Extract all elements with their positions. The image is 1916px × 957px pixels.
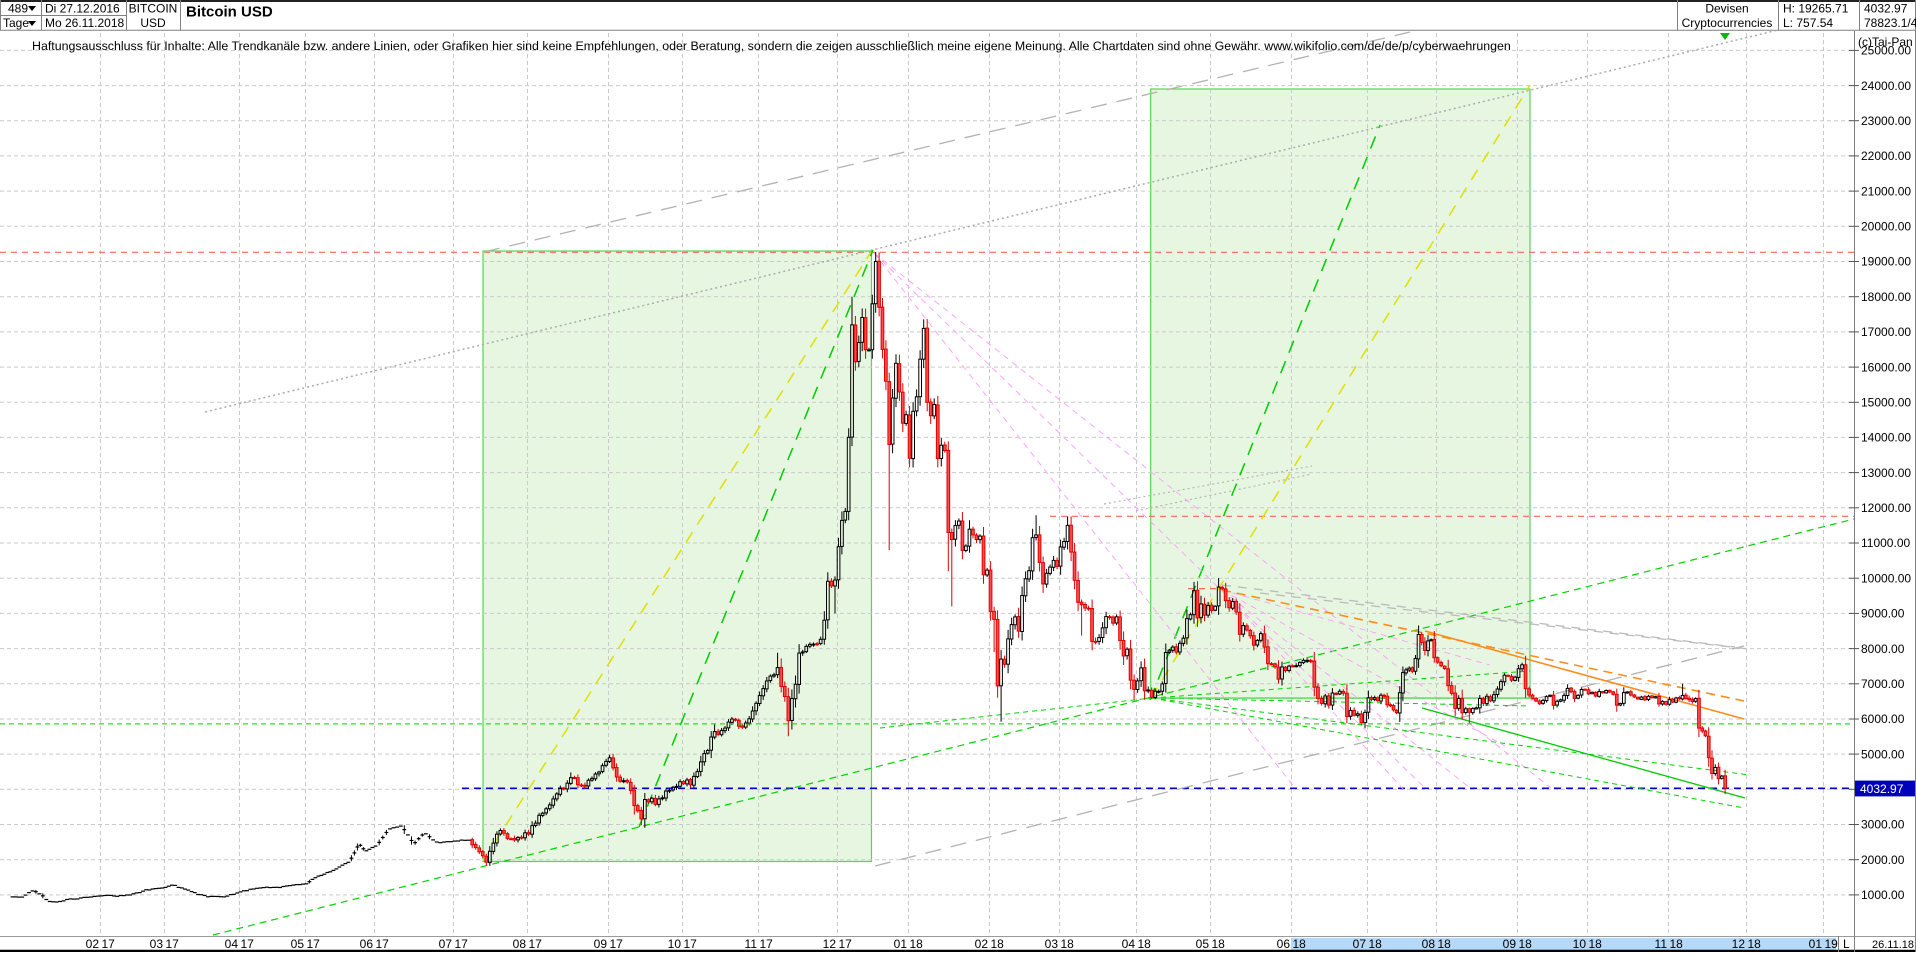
svg-text:6000.00: 6000.00 [1861, 712, 1905, 726]
svg-text:16000.00: 16000.00 [1861, 360, 1911, 374]
svg-text:06: 06 [1277, 937, 1291, 951]
svg-text:06: 06 [360, 937, 374, 951]
svg-text:5000.00: 5000.00 [1861, 747, 1905, 761]
svg-text:09: 09 [594, 937, 608, 951]
svg-text:(c)Tai-Pan: (c)Tai-Pan [1858, 35, 1913, 49]
svg-text:L: 757.54: L: 757.54 [1783, 16, 1833, 30]
svg-text:Devisen: Devisen [1705, 2, 1748, 16]
svg-text:19000.00: 19000.00 [1861, 255, 1911, 269]
svg-text:18: 18 [1519, 937, 1533, 951]
svg-text:8000.00: 8000.00 [1861, 642, 1905, 656]
svg-text:Di 27.12.2016: Di 27.12.2016 [45, 2, 120, 16]
svg-text:21000.00: 21000.00 [1861, 184, 1911, 198]
svg-text:7000.00: 7000.00 [1861, 677, 1905, 691]
svg-text:22000.00: 22000.00 [1861, 149, 1911, 163]
svg-text:10: 10 [668, 937, 682, 951]
svg-text:10: 10 [1573, 937, 1587, 951]
svg-text:23000.00: 23000.00 [1861, 114, 1911, 128]
svg-text:11: 11 [1655, 937, 1668, 951]
svg-text:BITCOIN: BITCOIN [129, 2, 178, 16]
svg-text:05: 05 [291, 937, 305, 951]
svg-text:9000.00: 9000.00 [1861, 607, 1905, 621]
svg-text:08: 08 [513, 937, 527, 951]
svg-text:03: 03 [150, 937, 164, 951]
svg-text:14000.00: 14000.00 [1861, 431, 1911, 445]
svg-text:13000.00: 13000.00 [1861, 466, 1911, 480]
svg-text:78823.1/4: 78823.1/4 [1864, 16, 1916, 30]
svg-text:3000.00: 3000.00 [1861, 818, 1905, 832]
svg-text:05: 05 [1196, 937, 1210, 951]
svg-text:4032.97: 4032.97 [1864, 2, 1908, 16]
svg-text:18: 18 [1061, 937, 1075, 951]
svg-text:18: 18 [1438, 937, 1452, 951]
svg-text:18: 18 [1369, 937, 1383, 951]
svg-text:Tage: Tage [3, 16, 29, 30]
svg-text:17: 17 [241, 937, 255, 951]
svg-text:17: 17 [376, 937, 390, 951]
svg-text:19: 19 [1825, 937, 1839, 951]
svg-text:18: 18 [1670, 937, 1684, 951]
svg-text:02: 02 [975, 937, 989, 951]
svg-text:04: 04 [225, 937, 239, 951]
svg-text:08: 08 [1422, 937, 1436, 951]
svg-text:15000.00: 15000.00 [1861, 396, 1911, 410]
svg-text:01: 01 [894, 937, 908, 951]
svg-text:4032.97: 4032.97 [1860, 782, 1904, 796]
svg-text:17: 17 [102, 937, 116, 951]
svg-text:17000.00: 17000.00 [1861, 325, 1911, 339]
svg-text:18: 18 [1589, 937, 1603, 951]
svg-text:02: 02 [86, 937, 100, 951]
svg-text:12000.00: 12000.00 [1861, 501, 1911, 515]
svg-text:01: 01 [1809, 937, 1823, 951]
svg-text:12: 12 [823, 937, 837, 951]
svg-text:18000.00: 18000.00 [1861, 290, 1911, 304]
svg-text:Mo 26.11.2018: Mo 26.11.2018 [45, 16, 124, 30]
svg-text:24000.00: 24000.00 [1861, 79, 1911, 93]
svg-text:Bitcoin USD: Bitcoin USD [186, 4, 273, 21]
svg-text:489: 489 [8, 2, 28, 16]
svg-text:11: 11 [745, 937, 758, 951]
svg-text:17: 17 [307, 937, 321, 951]
svg-text:17: 17 [529, 937, 543, 951]
svg-text:H: 19265.71: H: 19265.71 [1783, 2, 1849, 16]
svg-text:18: 18 [991, 937, 1005, 951]
svg-text:USD: USD [140, 16, 166, 30]
svg-text:17: 17 [455, 937, 469, 951]
svg-text:Cryptocurrencies: Cryptocurrencies [1682, 16, 1773, 30]
svg-text:07: 07 [439, 937, 453, 951]
svg-text:25000.00: 25000.00 [1861, 44, 1911, 58]
svg-text:Haftungsausschluss für Inhalte: Haftungsausschluss für Inhalte: Alle Tre… [32, 39, 1511, 53]
svg-text:11000.00: 11000.00 [1861, 536, 1910, 550]
svg-text:07: 07 [1353, 937, 1367, 951]
svg-text:18: 18 [1748, 937, 1762, 951]
svg-text:L: L [1843, 937, 1850, 951]
svg-text:18: 18 [1293, 937, 1307, 951]
svg-text:03: 03 [1045, 937, 1059, 951]
svg-text:2000.00: 2000.00 [1861, 853, 1905, 867]
svg-text:18: 18 [910, 937, 924, 951]
svg-text:12: 12 [1732, 937, 1746, 951]
svg-text:17: 17 [684, 937, 698, 951]
svg-text:20000.00: 20000.00 [1861, 220, 1911, 234]
svg-text:18: 18 [1212, 937, 1226, 951]
svg-text:1000.00: 1000.00 [1861, 888, 1905, 902]
svg-text:17: 17 [839, 937, 853, 951]
svg-text:17: 17 [610, 937, 624, 951]
svg-text:26.11.18: 26.11.18 [1872, 939, 1914, 951]
svg-text:17: 17 [760, 937, 774, 951]
svg-text:17: 17 [166, 937, 180, 951]
svg-text:04: 04 [1122, 937, 1136, 951]
svg-text:18: 18 [1138, 937, 1152, 951]
svg-text:09: 09 [1503, 937, 1517, 951]
svg-text:10000.00: 10000.00 [1861, 571, 1911, 585]
